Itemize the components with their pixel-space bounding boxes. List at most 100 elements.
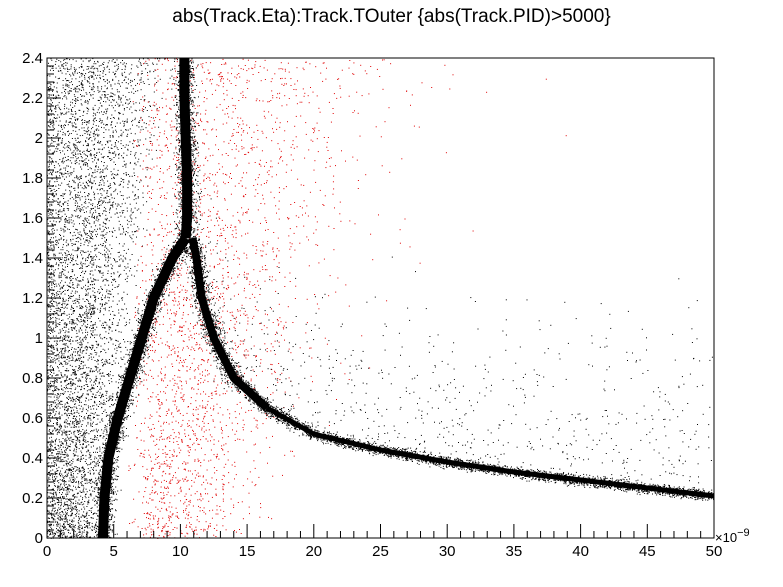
scatter-point bbox=[116, 347, 118, 349]
scatter-point bbox=[75, 515, 77, 517]
scatter-point bbox=[50, 436, 52, 438]
scatter-point bbox=[109, 290, 111, 292]
scatter-point bbox=[94, 198, 96, 200]
scatter-point bbox=[127, 223, 129, 225]
scatter-point bbox=[116, 325, 118, 326]
scatter-point bbox=[61, 273, 63, 275]
scatter-point bbox=[81, 528, 83, 529]
scatter-point bbox=[64, 485, 66, 487]
scatter-point bbox=[59, 329, 61, 331]
scatter-point bbox=[52, 120, 54, 122]
scatter-point bbox=[154, 77, 156, 79]
scatter-point bbox=[99, 291, 101, 293]
scatter-point bbox=[110, 124, 112, 126]
scatter-point bbox=[77, 100, 79, 101]
scatter-point bbox=[94, 360, 96, 361]
scatter-point bbox=[59, 165, 61, 167]
scatter-point bbox=[69, 198, 71, 200]
scatter-point bbox=[83, 130, 85, 132]
scatter-point bbox=[60, 172, 62, 174]
scatter-point bbox=[89, 456, 91, 458]
scatter-point bbox=[66, 397, 68, 399]
scatter-point bbox=[98, 317, 99, 319]
scatter-point bbox=[130, 85, 132, 87]
scatter-point bbox=[117, 103, 119, 105]
scatter-point bbox=[53, 114, 55, 116]
scatter-point bbox=[72, 453, 74, 455]
scatter-point bbox=[106, 192, 108, 194]
scatter-point bbox=[122, 157, 124, 158]
scatter-point bbox=[72, 479, 74, 481]
scatter-point bbox=[49, 366, 51, 368]
scatter-point bbox=[71, 440, 73, 442]
scatter-point bbox=[72, 379, 74, 381]
scatter-point bbox=[62, 203, 64, 205]
scatter-point bbox=[72, 257, 74, 259]
scatter-point bbox=[75, 444, 77, 446]
scatter-point bbox=[87, 185, 89, 187]
scatter-point bbox=[60, 330, 62, 332]
scatter-point bbox=[68, 328, 70, 330]
scatter-point bbox=[60, 502, 62, 503]
scatter-point bbox=[117, 63, 119, 65]
scatter-point bbox=[137, 139, 139, 141]
scatter-point bbox=[103, 157, 104, 159]
scatter-point bbox=[85, 345, 87, 347]
scatter-point bbox=[83, 319, 84, 321]
scatter-point bbox=[115, 70, 117, 72]
scatter-point bbox=[110, 187, 112, 189]
scatter-point bbox=[111, 197, 113, 199]
scatter-point bbox=[89, 273, 91, 275]
scatter-point bbox=[88, 174, 90, 176]
scatter-point bbox=[83, 153, 85, 155]
scatter-point bbox=[131, 218, 133, 220]
scatter-point bbox=[60, 142, 62, 144]
scatter-point bbox=[125, 120, 127, 122]
scatter-point bbox=[104, 309, 106, 311]
scatter-point bbox=[101, 105, 103, 107]
scatter-point bbox=[67, 271, 69, 273]
scatter-point bbox=[74, 403, 76, 405]
scatter-point bbox=[93, 121, 95, 123]
scatter-point bbox=[76, 118, 78, 120]
scatter-point bbox=[64, 451, 66, 453]
scatter-point bbox=[85, 240, 87, 241]
scatter-point bbox=[49, 437, 50, 439]
scatter-point bbox=[87, 265, 88, 267]
scatter-point bbox=[107, 62, 109, 64]
scatter-point bbox=[103, 132, 105, 133]
scatter-point bbox=[95, 483, 97, 485]
scatter-point bbox=[123, 124, 125, 126]
scatter-point bbox=[71, 138, 73, 139]
scatter-point bbox=[54, 311, 56, 313]
scatter-point bbox=[64, 503, 66, 505]
scatter-point bbox=[67, 91, 69, 93]
scatter-point bbox=[99, 388, 101, 390]
scatter-point bbox=[129, 141, 131, 143]
scatter-point bbox=[84, 325, 86, 327]
scatter-point bbox=[57, 268, 59, 270]
scatter-point bbox=[118, 153, 120, 155]
scatter-point bbox=[113, 197, 115, 199]
scatter-point bbox=[93, 381, 95, 383]
scatter-point bbox=[55, 317, 57, 319]
scatter-point bbox=[90, 493, 92, 495]
scatter-point bbox=[82, 119, 83, 121]
scatter-point bbox=[60, 114, 62, 116]
scatter-point bbox=[65, 169, 66, 171]
scatter-point bbox=[50, 83, 52, 85]
scatter-point bbox=[102, 393, 104, 395]
scatter-point bbox=[95, 394, 97, 396]
scatter-point bbox=[68, 515, 70, 517]
scatter-point bbox=[106, 165, 108, 167]
scatter-point bbox=[56, 91, 58, 93]
scatter-point bbox=[81, 272, 83, 273]
scatter-point bbox=[64, 90, 65, 92]
scatter-point bbox=[102, 75, 104, 77]
scatter-point bbox=[80, 482, 82, 484]
scatter-point bbox=[48, 125, 50, 127]
scatter-point bbox=[66, 498, 68, 500]
scatter-point bbox=[93, 528, 95, 530]
scatter-point bbox=[111, 158, 113, 160]
scatter-point bbox=[91, 522, 93, 524]
